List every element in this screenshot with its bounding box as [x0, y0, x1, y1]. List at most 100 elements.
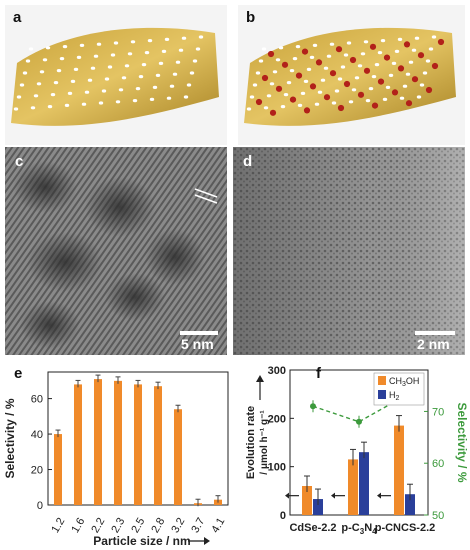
cdse-particle — [349, 56, 357, 64]
surface-site-dot — [130, 40, 136, 44]
surface-site-dot — [292, 57, 298, 61]
surface-site-dot — [104, 77, 110, 81]
surface-site-dot — [53, 81, 59, 85]
cdse-particle — [371, 102, 379, 109]
surface-site-dot — [47, 105, 53, 109]
cdse-particle — [377, 78, 385, 85]
surface-site-dot — [76, 55, 82, 60]
surface-site-dot — [278, 46, 284, 50]
nanoparticle — [27, 232, 103, 292]
surface-site-dot — [266, 94, 272, 98]
x-tick-label: 1.6 — [69, 516, 87, 535]
cdse-particle — [269, 109, 277, 116]
cdse-particle — [363, 67, 371, 74]
bar — [134, 384, 142, 505]
surface-site-dot — [351, 88, 357, 92]
surface-site-dot — [402, 84, 408, 88]
surface-site-dot — [306, 67, 312, 71]
surface-site-dot — [73, 67, 79, 71]
surface-site-dot — [246, 107, 252, 111]
panel-label-d: d — [243, 153, 253, 170]
cdse-particle — [403, 41, 411, 48]
surface-site-dot — [25, 59, 31, 63]
surface-site-dot — [50, 93, 56, 97]
axis-hint-arrowhead — [331, 492, 335, 499]
y-tick-label: 0 — [37, 500, 43, 512]
cdse-particle — [301, 48, 309, 55]
surface-site-dot — [314, 102, 320, 106]
cdse-particle — [411, 76, 419, 83]
surface-site-dot — [365, 99, 371, 103]
surface-site-dot — [385, 85, 391, 89]
panel-label-e: e — [14, 365, 23, 382]
surface-site-dot — [363, 40, 369, 44]
surface-site-dot — [84, 90, 90, 94]
nanoparticle — [85, 177, 155, 237]
nanoparticle — [145, 229, 205, 285]
surface-site-dot — [368, 87, 374, 91]
axis-hint-arrowhead — [285, 492, 289, 499]
surface-site-dot — [115, 100, 121, 104]
surface-site-dot — [181, 36, 187, 40]
surface-site-dot — [329, 42, 335, 46]
surface-site-dot — [64, 103, 70, 107]
surface-site-dot — [169, 84, 175, 88]
panel-e-chart: 0 20 40 60 1.2 1.6 2.2 2.3 2.5 2.8 3.2 3.7 4.1 Select… — [0, 360, 235, 550]
panel-label-a: a — [13, 9, 22, 26]
selectivity-bar-chart: 0 20 40 60 1.2 1.6 2.2 2.3 2.5 2.8 3.2 3.7 4.1 Select… — [3, 371, 229, 548]
surface-site-dot — [166, 96, 172, 100]
x-tick-label: 1.2 — [49, 516, 67, 535]
legend-swatch — [378, 390, 386, 399]
surface-site-dot — [155, 73, 161, 77]
surface-site-dot — [269, 82, 275, 86]
surface-site-dot — [283, 93, 289, 97]
surface-site-dot — [295, 45, 301, 49]
surface-site-dot — [411, 48, 417, 52]
surface-site-dot — [16, 95, 22, 99]
surface-site-dot — [138, 75, 144, 79]
bar-h2 — [313, 499, 323, 515]
y2-tick-label: 50 — [432, 510, 444, 522]
bar — [154, 386, 162, 505]
cdse-particle — [425, 86, 433, 94]
surface-site-dot — [70, 79, 76, 83]
surface-site-dot — [113, 41, 119, 45]
cdse-particle — [267, 50, 275, 58]
surface-site-dot — [101, 89, 107, 93]
surface-site-dot — [183, 95, 189, 99]
panel-c-tem-image: c 5 nm — [5, 147, 227, 355]
surface-site-dot — [56, 69, 62, 73]
y-tick-label: 60 — [31, 394, 43, 406]
surface-site-dot — [42, 58, 48, 62]
surface-site-dot — [380, 39, 386, 43]
surface-site-dot — [399, 96, 405, 100]
axis-hint-arrowhead — [377, 492, 381, 499]
surface-site-dot — [397, 37, 403, 42]
sheet-shape — [244, 27, 456, 126]
y2-tick-label: 60 — [432, 458, 444, 470]
x-tick-label: 3.7 — [189, 516, 207, 535]
surface-model-a — [11, 27, 219, 126]
x-tick-label: 2.2 — [89, 516, 107, 535]
surface-site-dot — [374, 63, 380, 67]
sheet-shape — [11, 27, 219, 126]
cdse-particle — [343, 80, 351, 88]
evolution-rate-chart: 0 100 200 300 50 60 70 CdSe-2.2 p-C3N4p-CNCS-2.2… — [245, 365, 469, 536]
surface-site-dot — [96, 42, 102, 46]
panel-f-chart: 0 100 200 300 50 60 70 CdSe-2.2 p-C3N4 p-CNCS-2.2… — [238, 360, 470, 550]
x-tick-label: 2.8 — [149, 516, 167, 535]
surface-site-dot — [317, 90, 323, 94]
surface-site-dot — [297, 103, 303, 107]
x-tick-label: 2.3 — [109, 516, 127, 535]
cdse-particle — [261, 74, 269, 82]
cdse-particle — [369, 43, 377, 50]
y-axis-arrowhead — [256, 375, 264, 382]
surface-site-dot — [87, 78, 93, 82]
surface-site-dot — [62, 45, 68, 49]
surface-site-dot — [164, 37, 170, 42]
scale-bar-label-d: 2 nm — [417, 336, 450, 352]
nanoparticle — [105, 273, 165, 321]
nanoparticle — [13, 161, 77, 213]
bar-ch3oh — [394, 425, 404, 515]
x-tick-label: 3.2 — [169, 516, 187, 535]
